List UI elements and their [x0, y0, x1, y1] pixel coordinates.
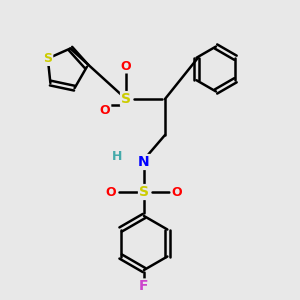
Text: S: S: [121, 92, 131, 106]
Text: S: S: [139, 185, 149, 199]
Text: O: O: [106, 185, 116, 199]
Text: O: O: [121, 59, 131, 73]
Text: N: N: [138, 155, 150, 169]
Text: H: H: [112, 149, 122, 163]
Text: F: F: [139, 280, 149, 293]
Text: O: O: [172, 185, 182, 199]
Text: O: O: [100, 104, 110, 118]
Text: S: S: [43, 52, 52, 65]
